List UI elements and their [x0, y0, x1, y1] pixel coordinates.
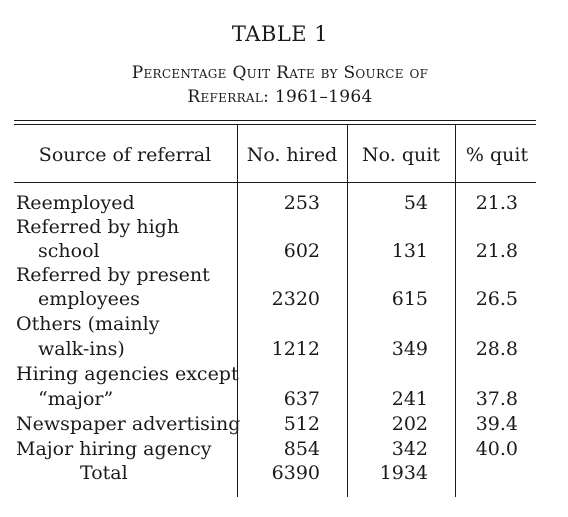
row-pct: 28.8 [475, 338, 518, 360]
header-quit: No. quit [362, 144, 440, 166]
row-label-continued: walk-ins) [38, 338, 125, 360]
row-label: Major hiring agency [16, 438, 212, 460]
row-label: Newspaper advertising [16, 413, 241, 435]
table-label: TABLE 1 [231, 22, 329, 46]
row-label: Referred by present [16, 264, 210, 286]
row-quit: 54 [403, 192, 428, 214]
row-pct: 39.4 [475, 413, 518, 435]
row-pct: 21.3 [475, 192, 518, 214]
total-hired: 6390 [271, 462, 320, 484]
header-source: Source of referral [38, 144, 212, 166]
row-hired: 2320 [271, 288, 320, 310]
row-label-continued: employees [38, 288, 140, 310]
top-rule-1 [14, 120, 536, 121]
row-label-continued: “major” [38, 388, 114, 410]
header-rule [14, 182, 536, 183]
row-pct: 26.5 [475, 288, 518, 310]
row-quit: 131 [391, 240, 428, 262]
column-divider-1 [237, 125, 238, 497]
row-hired: 512 [283, 413, 320, 435]
row-hired: 637 [283, 388, 320, 410]
row-pct: 37.8 [475, 388, 518, 410]
row-hired: 854 [283, 438, 320, 460]
header-pct: % quit [465, 144, 529, 166]
column-divider-2 [347, 125, 348, 497]
row-label: Others (mainly [16, 313, 160, 335]
row-quit: 349 [391, 338, 428, 360]
row-label: Referred by high [16, 216, 180, 238]
row-quit: 202 [391, 413, 428, 435]
row-quit: 342 [391, 438, 428, 460]
total-quit: 1934 [379, 462, 428, 484]
column-divider-3 [455, 125, 456, 497]
row-quit: 615 [391, 288, 428, 310]
row-label-continued: school [38, 240, 100, 262]
row-hired: 253 [283, 192, 320, 214]
row-label: Hiring agencies except [16, 363, 239, 385]
row-label: Reemployed [16, 192, 135, 214]
total-label: Total [80, 462, 128, 484]
header-hired: No. hired [246, 144, 338, 166]
row-pct: 40.0 [475, 438, 518, 460]
table-caption-line-2: Referral: 1961–1964 [187, 87, 373, 107]
row-hired: 1212 [271, 338, 320, 360]
row-pct: 21.8 [475, 240, 518, 262]
row-hired: 602 [283, 240, 320, 262]
row-quit: 241 [391, 388, 428, 410]
table-caption-line-1: Percentage Quit Rate by Source of [131, 63, 429, 83]
top-rule-2 [14, 124, 536, 125]
